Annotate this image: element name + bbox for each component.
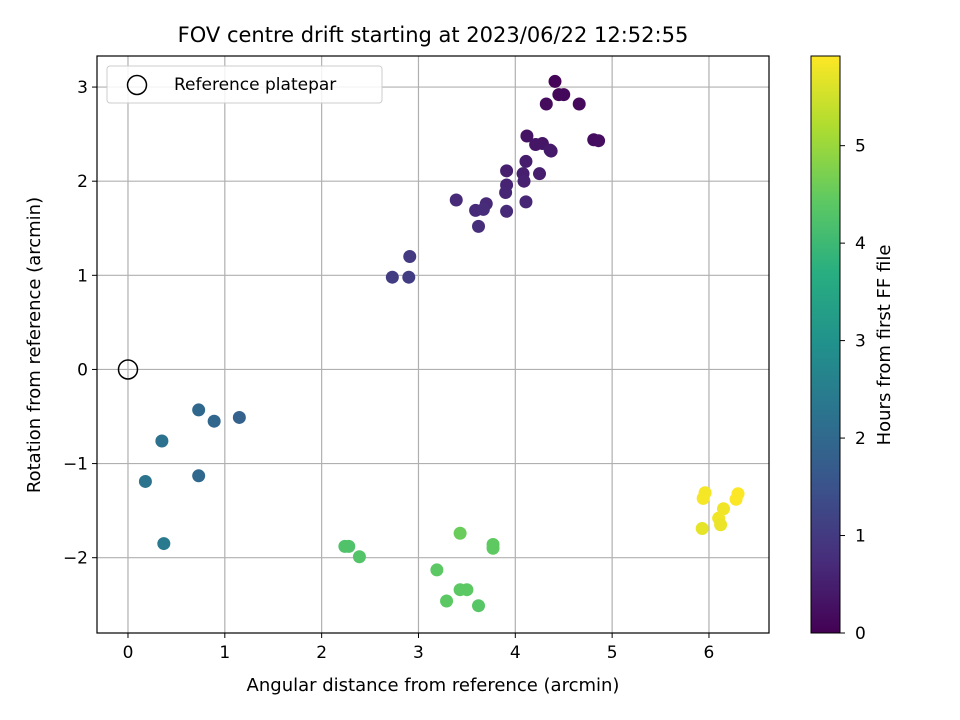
x-tick-label: 4	[510, 643, 521, 663]
x-tick-label: 0	[123, 643, 134, 663]
data-point	[517, 174, 531, 188]
data-point	[519, 154, 533, 168]
data-point	[486, 541, 500, 555]
data-point	[520, 129, 534, 143]
legend-open-circle-marker	[126, 74, 148, 96]
data-point	[472, 599, 486, 613]
chart-title: FOV centre drift starting at 2023/06/22 …	[178, 23, 689, 47]
data-points	[138, 74, 745, 613]
y-axis-ticks: −2 −1 0 1 2 3	[63, 78, 97, 569]
data-point	[539, 97, 553, 111]
colorbar-tick-label: 5	[855, 137, 866, 157]
data-point	[192, 403, 206, 417]
colorbar-ticks: 0 1 2 3 4 5	[840, 137, 866, 644]
legend-box	[106, 65, 383, 104]
colorbar-tick-label: 4	[855, 234, 866, 254]
y-tick-label: −1	[63, 455, 88, 475]
data-point	[548, 74, 562, 88]
legend-entry-reference-platepar: Reference platepar	[174, 75, 336, 95]
data-point	[500, 164, 514, 178]
data-point	[403, 249, 417, 263]
colorbar-tick-label: 3	[855, 332, 866, 352]
data-point	[696, 491, 710, 505]
data-point	[207, 414, 221, 428]
data-point	[138, 474, 152, 488]
y-tick-label: 0	[77, 360, 88, 380]
data-point	[155, 434, 169, 448]
data-point	[476, 202, 490, 216]
data-point	[453, 526, 467, 540]
data-point	[440, 594, 454, 608]
data-point	[342, 539, 356, 553]
data-point	[533, 167, 547, 181]
data-point	[232, 410, 246, 424]
data-point	[352, 550, 366, 564]
y-tick-label: −2	[63, 549, 88, 569]
data-point	[714, 518, 728, 532]
data-point	[385, 270, 399, 284]
reference-marker-layer	[117, 359, 139, 380]
grid-lines	[97, 56, 769, 633]
data-point	[572, 97, 586, 111]
data-point	[695, 522, 709, 536]
legend: Reference platepar	[106, 65, 383, 104]
colorbar-tick-label: 2	[855, 429, 866, 449]
x-tick-label: 6	[704, 643, 715, 663]
data-point	[557, 88, 571, 102]
colorbar	[810, 55, 841, 634]
data-point	[729, 492, 743, 506]
x-tick-label: 3	[413, 643, 424, 663]
colorbar-tick-label: 0	[855, 624, 866, 644]
x-tick-label: 2	[316, 643, 327, 663]
y-axis-label: Rotation from reference (arcmin)	[24, 197, 45, 493]
data-point	[449, 193, 463, 207]
y-tick-label: 1	[77, 266, 88, 286]
x-tick-label: 1	[219, 643, 230, 663]
data-point	[157, 537, 171, 551]
plot-area-frame	[96, 55, 770, 634]
data-point	[499, 185, 513, 199]
x-tick-label: 5	[607, 643, 618, 663]
y-tick-label: 3	[77, 78, 88, 98]
y-tick-label: 2	[77, 172, 88, 192]
data-point	[519, 195, 533, 209]
data-point	[460, 583, 474, 597]
data-point	[500, 204, 514, 218]
data-point	[592, 134, 606, 148]
data-point	[472, 219, 486, 233]
colorbar-label: Hours from first FF file	[874, 245, 895, 446]
data-point	[543, 143, 557, 157]
data-point	[402, 270, 416, 284]
reference-platepar-marker	[117, 359, 139, 380]
data-point	[192, 469, 206, 483]
x-axis-ticks: 0 1 2 3 4 5 6	[123, 633, 715, 663]
data-point	[430, 563, 444, 577]
x-axis-label: Angular distance from reference (arcmin)	[247, 675, 620, 696]
colorbar-tick-label: 1	[855, 527, 866, 547]
